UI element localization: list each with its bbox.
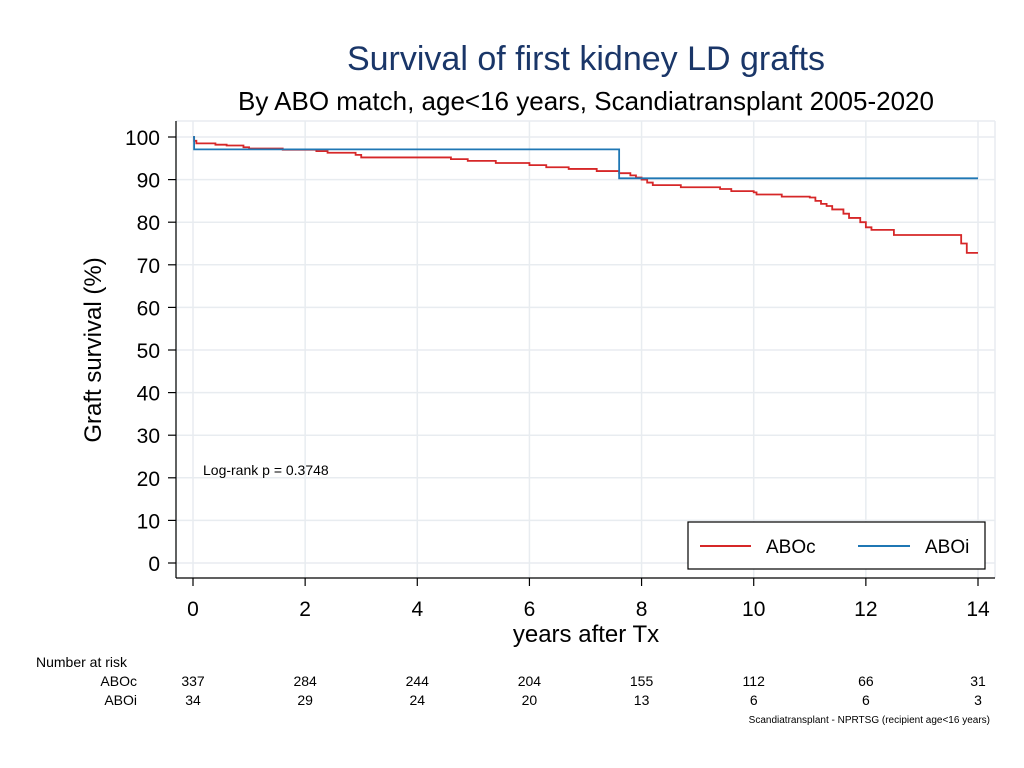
y-tick-label: 0: [148, 553, 160, 576]
y-tick-label: 10: [137, 510, 160, 533]
x-tick-label: 2: [299, 598, 311, 621]
risk-count: 24: [409, 692, 425, 708]
y-tick-label: 50: [137, 340, 160, 363]
y-tick-label: 70: [137, 255, 160, 278]
y-tick-label: 90: [137, 170, 160, 193]
y-tick-label: 40: [137, 383, 160, 406]
risk-count: 337: [181, 673, 205, 689]
risk-count: 284: [293, 673, 317, 689]
risk-count: 244: [406, 673, 430, 689]
y-tick-label: 60: [137, 297, 160, 320]
risk-count: 6: [862, 692, 870, 708]
y-tick-label: 20: [137, 468, 160, 491]
risk-count: 29: [297, 692, 313, 708]
chart-title: Survival of first kidney LD grafts: [347, 40, 825, 78]
series-line-aboc: [193, 136, 978, 254]
risk-count: 155: [630, 673, 654, 689]
risk-count: 34: [185, 692, 201, 708]
legend: ABOc ABOi: [687, 521, 986, 570]
legend-label-aboi: ABOi: [925, 537, 969, 558]
risk-row-label: ABOc: [100, 673, 137, 689]
y-tick-label: 100: [125, 127, 160, 150]
x-tick-label: 14: [966, 598, 990, 621]
x-tick-label: 12: [854, 598, 877, 621]
x-tick-label: 8: [636, 598, 648, 621]
series-lines: [193, 136, 978, 254]
risk-count: 66: [858, 673, 874, 689]
y-tick-label: 30: [137, 425, 160, 448]
risk-count: 13: [634, 692, 650, 708]
x-tick-label: 4: [411, 598, 423, 621]
log-rank-annotation: Log-rank p = 0.3748: [203, 462, 329, 478]
series-line-aboi: [193, 136, 978, 180]
risk-count: 3: [974, 692, 982, 708]
risk-table: Number at risk ABOc 337 284 244 204 155 112 66 3…: [36, 654, 986, 708]
footnote: Scandiatransplant - NPRTSG (recipient ag…: [749, 715, 990, 726]
x-axis-label: years after Tx: [513, 621, 659, 648]
x-tick-label: 10: [742, 598, 765, 621]
y-tick-label: 80: [137, 212, 160, 235]
y-axis-label: Graft survival (%): [80, 257, 107, 442]
chart-subtitle: By ABO match, age<16 years, Scandiatrans…: [238, 86, 934, 116]
risk-count: 6: [750, 692, 758, 708]
axes: 0 10 20 30 40 50 60 70 80 90 100 0 2 4 6 8 10 12 14: [125, 121, 995, 621]
risk-count: 204: [518, 673, 542, 689]
x-tick-label: 6: [524, 598, 536, 621]
risk-row-label: ABOi: [104, 692, 137, 708]
legend-label-aboc: ABOc: [766, 537, 816, 558]
grid-lines: [175, 120, 996, 578]
x-tick-label: 0: [187, 598, 199, 621]
risk-count: 20: [522, 692, 538, 708]
risk-table-header: Number at risk: [36, 654, 128, 670]
risk-count: 112: [743, 673, 766, 689]
risk-count: 31: [970, 673, 986, 689]
